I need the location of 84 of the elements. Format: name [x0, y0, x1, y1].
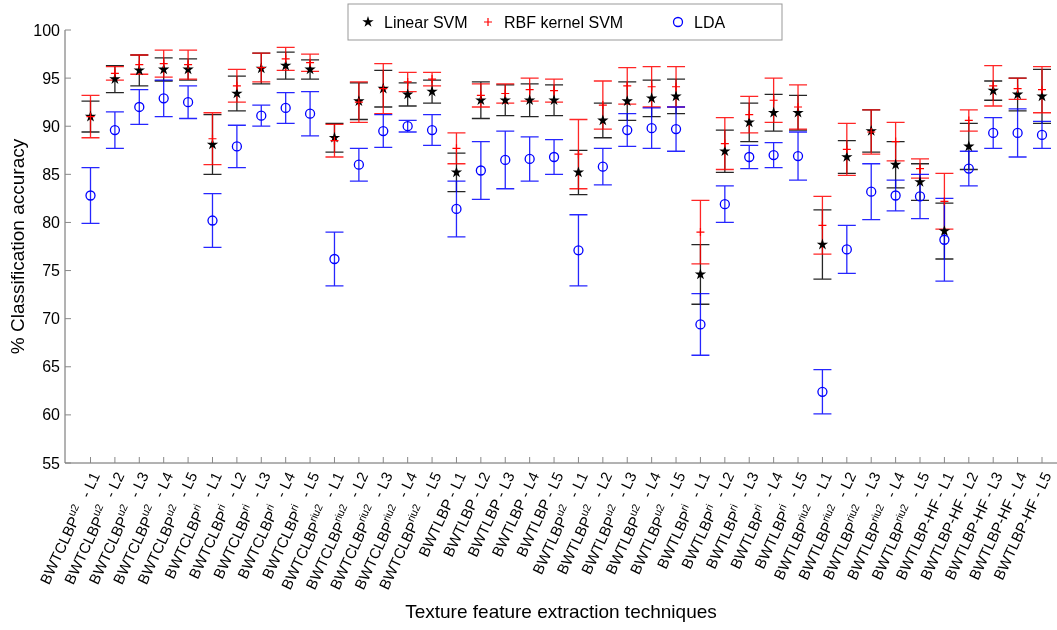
point	[914, 176, 926, 187]
point	[134, 101, 145, 113]
point	[671, 82, 681, 92]
point	[353, 159, 365, 170]
point	[646, 123, 657, 134]
point	[694, 268, 707, 280]
point	[1036, 129, 1048, 141]
point	[548, 151, 560, 163]
point	[426, 124, 438, 136]
point	[866, 186, 877, 197]
point	[281, 54, 291, 64]
point	[889, 158, 902, 170]
point	[85, 190, 96, 201]
point	[645, 92, 658, 104]
point	[1012, 127, 1023, 139]
legend-label: RBF kernel SVM	[504, 13, 624, 31]
point	[500, 154, 511, 166]
point	[573, 149, 584, 159]
point	[280, 102, 291, 114]
y-tick-label: 60	[42, 406, 61, 424]
point	[792, 150, 804, 162]
legend-label: Linear SVM	[384, 13, 468, 31]
point	[622, 124, 633, 136]
point	[670, 123, 682, 135]
point	[744, 151, 755, 163]
point	[426, 85, 438, 97]
point	[109, 124, 121, 136]
y-tick-label: 100	[33, 21, 61, 39]
point	[598, 100, 608, 110]
y-tick-label: 70	[42, 310, 61, 328]
point	[280, 59, 292, 71]
point	[549, 86, 559, 96]
point	[183, 60, 193, 70]
y-tick-label: 75	[42, 262, 61, 280]
point	[816, 238, 829, 250]
point	[719, 199, 730, 210]
point	[475, 165, 487, 176]
point	[938, 225, 951, 236]
point	[401, 88, 414, 100]
point	[914, 191, 926, 202]
point	[378, 125, 389, 137]
point	[890, 190, 901, 201]
point	[573, 245, 584, 256]
point	[695, 319, 706, 330]
point	[963, 140, 975, 152]
point	[841, 244, 852, 255]
x-axis-title: Texture feature extraction techniques	[405, 601, 717, 622]
point	[719, 145, 731, 157]
point	[450, 166, 463, 178]
point	[767, 106, 780, 118]
point	[158, 93, 169, 104]
point	[1037, 85, 1047, 95]
y-tick-label: 80	[42, 214, 61, 232]
legend-label: LDA	[694, 13, 726, 31]
point	[451, 203, 462, 215]
point	[841, 151, 853, 162]
y-tick-label: 90	[42, 117, 61, 135]
point	[817, 386, 828, 397]
point	[523, 94, 536, 106]
point	[476, 90, 486, 101]
point	[621, 95, 633, 107]
point	[524, 153, 535, 165]
point	[304, 108, 316, 119]
point	[182, 97, 194, 108]
point	[963, 163, 974, 174]
y-tick-label: 85	[42, 165, 61, 183]
point	[597, 161, 608, 172]
point	[572, 166, 585, 178]
point	[793, 102, 803, 112]
point	[329, 253, 340, 265]
y-tick-label: 65	[42, 358, 61, 376]
point	[232, 81, 242, 91]
point	[548, 94, 560, 106]
point	[768, 149, 779, 161]
point	[695, 227, 706, 237]
y-tick-label: 55	[42, 454, 61, 472]
y-tick-label: 95	[42, 69, 61, 87]
point	[256, 110, 267, 121]
y-axis-title: % Classification accuracy	[7, 138, 28, 355]
point	[988, 127, 999, 139]
point	[499, 94, 511, 106]
point	[231, 141, 243, 152]
point	[939, 234, 950, 245]
point	[207, 215, 218, 226]
